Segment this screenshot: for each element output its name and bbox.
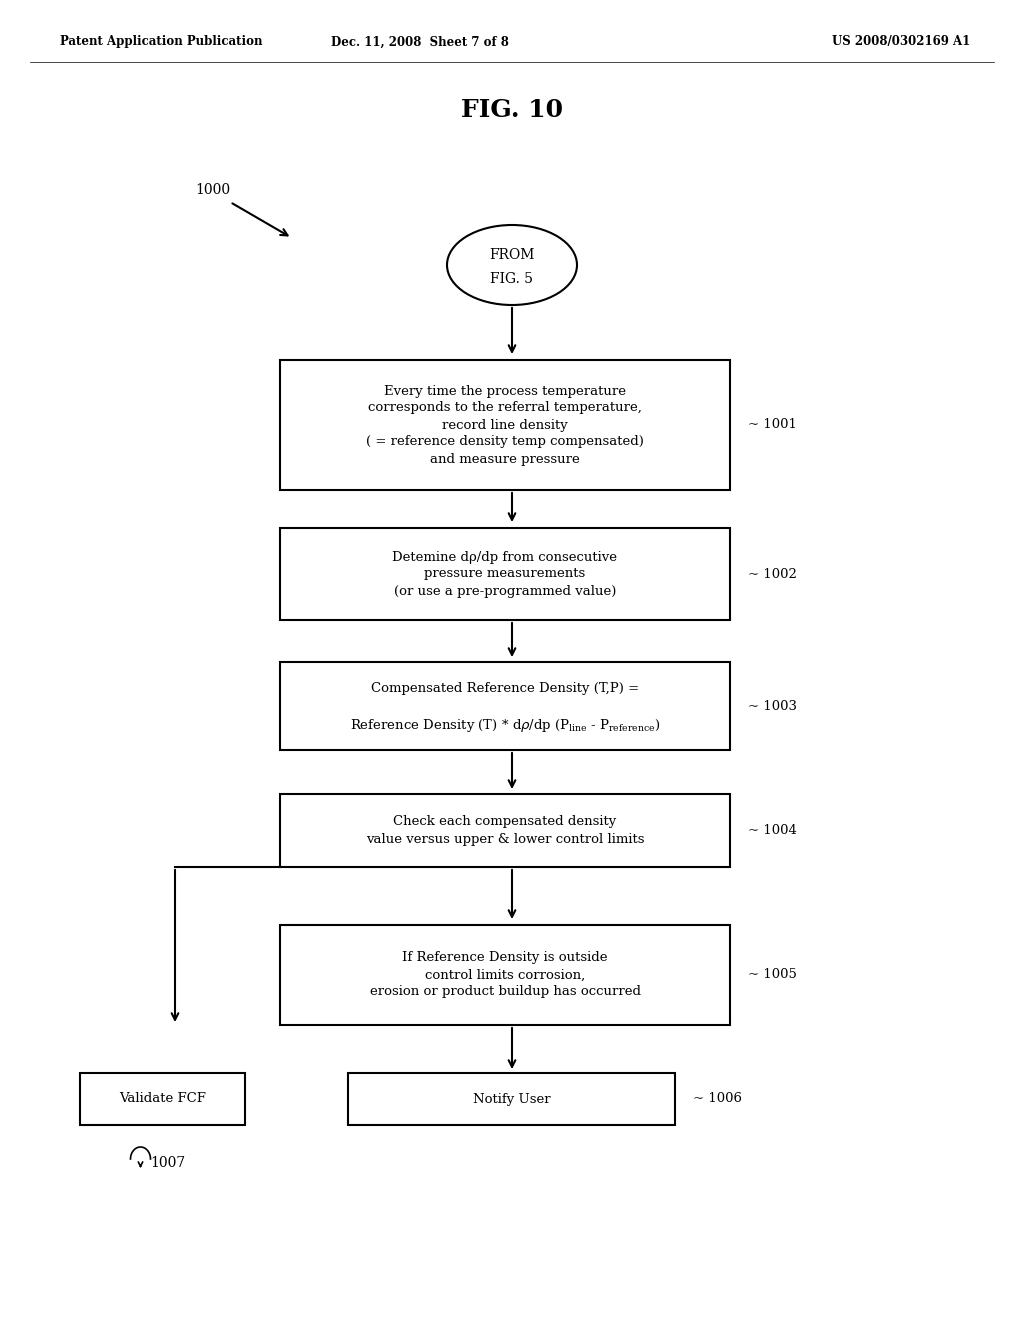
Text: US 2008/0302169 A1: US 2008/0302169 A1 bbox=[831, 36, 970, 49]
Text: FIG. 10: FIG. 10 bbox=[461, 98, 563, 121]
Text: If Reference Density is outside
control limits corrosion,
erosion or product bui: If Reference Density is outside control … bbox=[370, 952, 640, 998]
Text: FROM: FROM bbox=[489, 248, 535, 261]
Text: 1000: 1000 bbox=[195, 183, 230, 197]
Text: ~ 1006: ~ 1006 bbox=[693, 1093, 742, 1106]
Text: ~ 1003: ~ 1003 bbox=[748, 700, 797, 713]
Text: ~ 1004: ~ 1004 bbox=[748, 824, 797, 837]
Text: Validate FCF: Validate FCF bbox=[119, 1093, 206, 1106]
Text: Patent Application Publication: Patent Application Publication bbox=[60, 36, 262, 49]
Text: ~ 1002: ~ 1002 bbox=[748, 568, 797, 581]
Bar bbox=[280, 795, 730, 867]
Text: Compensated Reference Density (T,P) =: Compensated Reference Density (T,P) = bbox=[371, 682, 639, 694]
Text: 1007: 1007 bbox=[150, 1156, 185, 1170]
Text: Reference Density (T) * d$\rho$/dp (P$_{\mathregular{line}}$ - P$_{\mathregular{: Reference Density (T) * d$\rho$/dp (P$_{… bbox=[350, 717, 660, 734]
Bar bbox=[80, 1073, 245, 1125]
Bar bbox=[280, 925, 730, 1026]
Bar bbox=[280, 528, 730, 620]
Bar bbox=[280, 360, 730, 490]
Text: Notify User: Notify User bbox=[473, 1093, 550, 1106]
Text: Every time the process temperature
corresponds to the referral temperature,
reco: Every time the process temperature corre… bbox=[366, 384, 644, 466]
Text: Check each compensated density
value versus upper & lower control limits: Check each compensated density value ver… bbox=[366, 816, 644, 846]
Bar bbox=[280, 663, 730, 750]
Text: Dec. 11, 2008  Sheet 7 of 8: Dec. 11, 2008 Sheet 7 of 8 bbox=[331, 36, 509, 49]
Text: Detemine dρ/dp from consecutive
pressure measurements
(or use a pre-programmed v: Detemine dρ/dp from consecutive pressure… bbox=[392, 550, 617, 598]
Text: FIG. 5: FIG. 5 bbox=[490, 272, 534, 286]
Text: ~ 1001: ~ 1001 bbox=[748, 418, 797, 432]
Bar bbox=[348, 1073, 675, 1125]
Text: ~ 1005: ~ 1005 bbox=[748, 969, 797, 982]
